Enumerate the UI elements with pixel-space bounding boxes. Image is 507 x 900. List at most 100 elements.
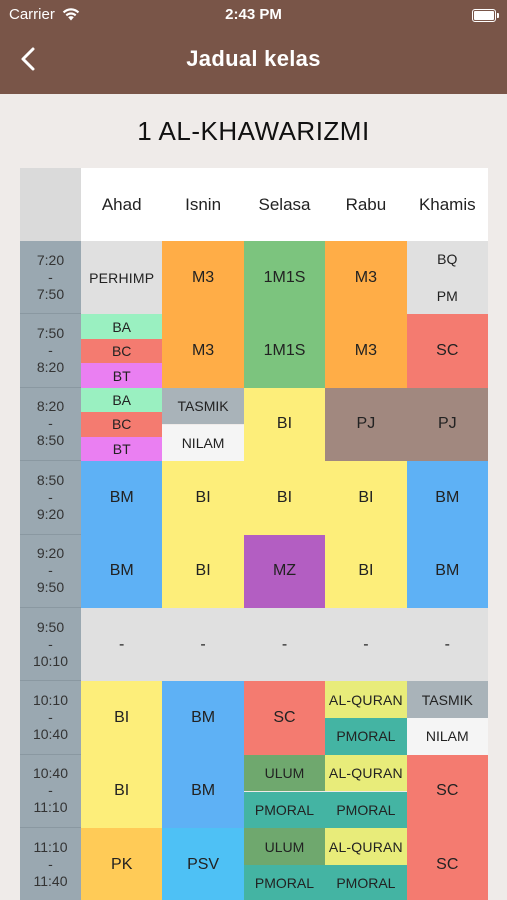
subject-cell[interactable]: M3 xyxy=(325,314,407,388)
subject-cell[interactable]: BM xyxy=(162,754,244,829)
time-slot: 10:40-11:10 xyxy=(20,754,81,829)
subject-cell[interactable]: PMORAL xyxy=(325,718,407,755)
subject-cell[interactable]: BM xyxy=(406,534,488,608)
subject-cell[interactable]: BA xyxy=(81,387,163,413)
subject-cell[interactable]: PK xyxy=(81,828,163,900)
subject-cell[interactable]: M3 xyxy=(325,241,407,315)
subject-cell[interactable]: PSV xyxy=(162,828,244,900)
subject-cell[interactable]: PERHIMP xyxy=(81,241,163,315)
subject-cell[interactable]: ULUM xyxy=(243,828,326,865)
subject-cell[interactable]: TASMIK xyxy=(406,681,488,719)
status-bar: Carrier 2:43 PM xyxy=(0,5,507,25)
subject-cell[interactable]: BA xyxy=(81,314,163,339)
back-button[interactable] xyxy=(14,44,44,74)
subject-cell[interactable]: BI xyxy=(243,461,326,535)
day-header-selasa: Selasa xyxy=(243,168,326,241)
subject-cell[interactable]: BC xyxy=(81,338,163,364)
subject-cell[interactable]: PJ xyxy=(406,387,488,462)
day-header-isnin: Isnin xyxy=(162,168,244,241)
time-label: 11:10 xyxy=(33,838,68,855)
time-label: - xyxy=(48,268,53,285)
time-label: - xyxy=(48,709,53,726)
subject-cell[interactable]: BI xyxy=(162,534,244,608)
time-label: - xyxy=(48,855,53,872)
subject-cell[interactable]: AL-QURAN xyxy=(325,754,407,792)
subject-cell[interactable]: BI xyxy=(81,681,163,755)
time-slot: 11:10-11:40 xyxy=(20,828,81,900)
subject-cell[interactable]: - xyxy=(81,608,163,682)
time-slot: 10:10-10:40 xyxy=(20,681,81,755)
subject-cell[interactable]: SC xyxy=(406,828,488,900)
time-label: - xyxy=(48,782,53,799)
time-label: - xyxy=(48,562,53,579)
subject-cell[interactable]: AL-QURAN xyxy=(325,681,407,719)
grid-corner xyxy=(20,168,81,241)
time-label: 10:10 xyxy=(32,692,69,709)
subject-cell[interactable]: BI xyxy=(325,461,407,535)
time-slot: 7:50-8:20 xyxy=(20,314,81,388)
subject-cell[interactable]: SC xyxy=(243,681,326,755)
time-label: 9:20 xyxy=(36,505,65,522)
day-header-khamis: Khamis xyxy=(406,168,488,241)
time-label: 9:20 xyxy=(36,545,65,562)
time-label: 9:50 xyxy=(36,618,65,635)
subject-cell[interactable]: 1M1S xyxy=(243,314,326,388)
time-label: 7:50 xyxy=(36,325,65,342)
subject-cell[interactable]: 1M1S xyxy=(243,241,326,315)
subject-cell[interactable]: NILAM xyxy=(406,718,488,755)
time-label: 10:40 xyxy=(32,726,69,743)
time-label: - xyxy=(48,415,53,432)
subject-cell[interactable]: NILAM xyxy=(162,424,244,462)
subject-cell[interactable]: AL-QURAN xyxy=(325,828,407,865)
subject-cell[interactable]: ULUM xyxy=(243,754,326,792)
subject-cell[interactable]: BM xyxy=(81,534,163,608)
subject-cell[interactable]: BC xyxy=(81,412,163,437)
nav-bar: Carrier 2:43 PM Jadual kelas xyxy=(0,0,507,94)
subject-cell[interactable]: BM xyxy=(81,461,163,535)
page-title: Jadual kelas xyxy=(186,46,321,71)
day-header-rabu: Rabu xyxy=(325,168,407,241)
subject-cell[interactable]: MZ xyxy=(243,534,326,608)
time-label: - xyxy=(48,342,53,359)
subject-cell[interactable]: SC xyxy=(406,314,488,388)
subject-cell[interactable]: BI xyxy=(325,534,407,608)
time-label: 7:20 xyxy=(36,251,65,268)
time-label: 11:40 xyxy=(33,872,68,889)
time-label: 8:20 xyxy=(36,398,65,415)
subject-cell[interactable]: PMORAL xyxy=(325,864,407,900)
subject-cell[interactable]: - xyxy=(325,608,407,682)
subject-cell[interactable]: BM xyxy=(162,681,244,755)
time-label: 10:10 xyxy=(32,652,69,669)
subject-cell[interactable]: PMORAL xyxy=(325,791,407,829)
time-label: 9:50 xyxy=(36,579,65,596)
time-label: 10:40 xyxy=(32,765,69,782)
subject-cell[interactable]: M3 xyxy=(162,241,244,315)
subject-cell[interactable]: BM xyxy=(406,461,488,535)
time-slot: 9:50-10:10 xyxy=(20,608,81,682)
subject-cell[interactable]: PMORAL xyxy=(243,791,326,829)
subject-cell[interactable]: - xyxy=(243,608,326,682)
subject-cell[interactable]: BI xyxy=(81,754,163,829)
subject-cell[interactable]: BT xyxy=(81,436,163,462)
subject-cell[interactable]: M3 xyxy=(162,314,244,388)
subject-cell[interactable]: PM xyxy=(406,277,488,315)
subject-cell[interactable]: PJ xyxy=(325,387,407,462)
time-slot: 7:20-7:50 xyxy=(20,241,81,315)
subject-cell[interactable]: TASMIK xyxy=(162,387,244,425)
status-time: 2:43 PM xyxy=(225,6,282,23)
time-label: 8:50 xyxy=(36,471,65,488)
subject-cell[interactable]: SC xyxy=(406,754,488,829)
subject-cell[interactable]: - xyxy=(162,608,244,682)
timetable-grid: Ahad Isnin Selasa Rabu Khamis 7:20-7:50 7:50-8… xyxy=(20,168,488,900)
subject-cell[interactable]: - xyxy=(406,608,488,682)
subject-cell[interactable]: BQ xyxy=(406,241,488,278)
subject-cell[interactable]: PMORAL xyxy=(243,864,326,900)
chevron-left-icon xyxy=(21,47,35,71)
subject-cell[interactable]: BT xyxy=(81,363,163,388)
carrier-label: Carrier xyxy=(9,6,55,23)
subject-cell[interactable]: BI xyxy=(243,387,326,462)
subject-cell[interactable]: BI xyxy=(162,461,244,535)
day-header-ahad: Ahad xyxy=(81,168,163,241)
time-label: 7:50 xyxy=(36,285,65,302)
time-label: 8:50 xyxy=(36,432,65,449)
